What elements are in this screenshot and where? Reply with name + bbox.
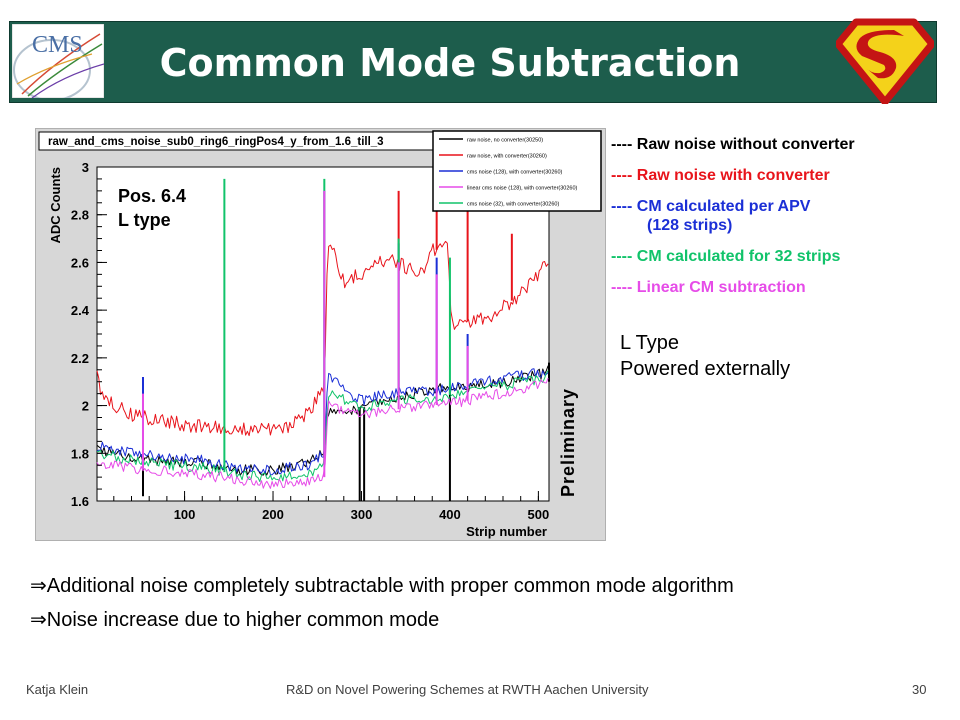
- y-tick-label: 2.8: [71, 208, 89, 223]
- side-legend-subtext: (128 strips): [647, 217, 733, 234]
- plot-annotation: L type: [118, 210, 171, 230]
- noise-plot: raw_and_cms_noise_sub0_ring6_ringPos4_y_…: [38, 130, 602, 539]
- y-tick-label: 1.8: [71, 446, 89, 461]
- side-legend-item: ---- Linear CM subtraction: [611, 279, 806, 296]
- x-axis-label: Strip number: [466, 524, 547, 539]
- legend-label: raw noise, no converter(30250): [467, 138, 543, 144]
- footer-page-number: 30: [912, 682, 927, 697]
- series-line: [96, 240, 549, 437]
- legend-label: linear cms noise (128), with converter(3…: [467, 186, 578, 192]
- x-tick-label: 200: [262, 507, 284, 522]
- implies-arrow-icon: ⇒: [30, 573, 47, 597]
- legend-label: cms noise (128), with converter(30260): [467, 170, 563, 176]
- x-tick-label: 400: [439, 507, 461, 522]
- side-legend-item: ---- Raw noise without converter: [611, 136, 855, 153]
- y-tick-label: 2.2: [71, 351, 89, 366]
- side-legend: ---- Raw noise without converter ---- Ra…: [611, 130, 951, 304]
- conclusion-bullets: ⇒Additional noise completely subtractabl…: [30, 570, 734, 638]
- side-legend-item: ---- CM calculated for 32 strips: [611, 248, 841, 265]
- chart-title: raw_and_cms_noise_sub0_ring6_ringPos4_y_…: [48, 136, 384, 148]
- side-legend-item: ---- CM calculated per APV: [611, 198, 811, 215]
- slide-title: Common Mode Subtraction: [159, 41, 741, 85]
- preliminary-watermark: Preliminary: [558, 388, 578, 497]
- series-line: [96, 370, 549, 482]
- footer-author: Katja Klein: [26, 682, 89, 697]
- superman-logo: [836, 18, 934, 104]
- cms-logo: CMS: [12, 24, 104, 98]
- bullet-item: ⇒Noise increase due to higher common mod…: [30, 607, 440, 631]
- bullet-item: ⇒Additional noise completely subtractabl…: [30, 573, 734, 597]
- implies-arrow-icon: ⇒: [30, 607, 47, 631]
- cms-logo-text: CMS: [32, 32, 83, 58]
- series-line: [96, 368, 549, 476]
- chart-panel: raw_and_cms_noise_sub0_ring6_ringPos4_y_…: [35, 128, 606, 541]
- plot-area: [96, 166, 550, 502]
- ltype-line: L Type: [620, 332, 679, 354]
- y-tick-label: 2: [82, 399, 89, 414]
- x-tick-label: 300: [351, 507, 373, 522]
- footer-talk-title: R&D on Novel Powering Schemes at RWTH Aa…: [286, 682, 649, 697]
- y-tick-label: 3: [82, 160, 89, 175]
- legend-label: cms noise (32), with converter(30260): [467, 202, 559, 208]
- y-axis-label: ADC Counts: [48, 167, 63, 244]
- plot-annotation: Pos. 6.4: [118, 186, 186, 206]
- y-tick-label: 1.6: [71, 494, 89, 509]
- legend-label: raw noise, with converter(30260): [467, 154, 547, 160]
- series-line: [96, 377, 549, 489]
- x-tick-label: 500: [528, 507, 550, 522]
- y-tick-label: 2.4: [71, 303, 90, 318]
- side-legend-item: ---- Raw noise with converter: [611, 167, 830, 184]
- y-tick-label: 2.6: [71, 255, 89, 270]
- ltype-line: Powered externally: [620, 358, 791, 380]
- series-line: [96, 365, 549, 476]
- x-tick-label: 100: [174, 507, 196, 522]
- ltype-note: L Type Powered externally: [620, 330, 790, 382]
- title-bar: [9, 21, 937, 103]
